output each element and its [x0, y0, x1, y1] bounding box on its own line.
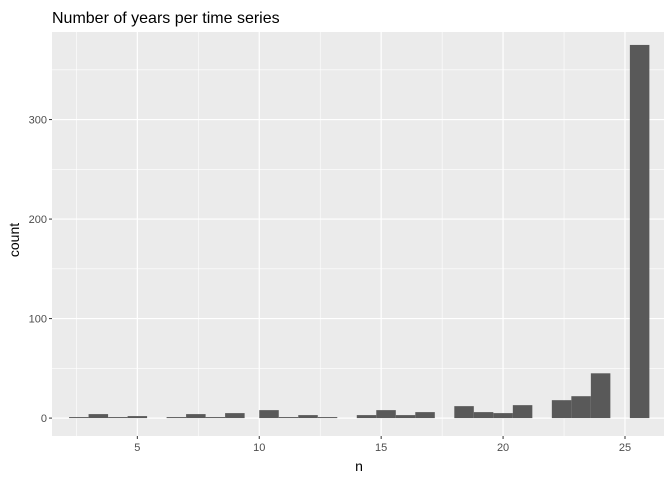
y-axis-title: count — [6, 223, 22, 257]
histogram-bar — [415, 412, 435, 419]
histogram-bar — [317, 417, 338, 419]
histogram-bar — [166, 417, 187, 419]
histogram-bar — [629, 44, 650, 419]
major-gridlines — [52, 32, 664, 436]
x-axis-tick-labels: 5 10 15 20 25 — [134, 442, 631, 454]
x-tick-label: 15 — [375, 442, 387, 454]
axis-ticks — [49, 119, 626, 439]
y-tick-label: 100 — [29, 314, 47, 326]
histogram-bar — [298, 415, 318, 419]
histogram-bar — [278, 417, 299, 419]
histogram-bar — [590, 373, 611, 419]
histogram-bar — [454, 406, 474, 419]
histogram-bar — [88, 414, 109, 419]
x-tick-label: 20 — [497, 442, 509, 454]
histogram-bar — [225, 413, 245, 419]
histogram-bars — [69, 44, 650, 419]
y-axis-tick-labels: 0 100 200 300 — [29, 115, 47, 426]
histogram-bar — [108, 417, 128, 419]
x-axis-title: n — [355, 458, 363, 474]
histogram-bar — [551, 400, 572, 419]
histogram-bar — [356, 415, 377, 419]
y-tick-label: 200 — [29, 214, 47, 226]
histogram-bar — [186, 414, 206, 419]
x-tick-label: 25 — [619, 442, 631, 454]
y-tick-label: 0 — [41, 413, 47, 425]
histogram-bar — [69, 417, 89, 419]
minor-gridlines — [52, 32, 664, 436]
plot-panel — [52, 32, 664, 436]
histogram-bar — [395, 415, 416, 419]
histogram-bar — [259, 410, 279, 419]
histogram-bar — [512, 405, 533, 419]
y-tick-label: 300 — [29, 115, 47, 127]
histogram-bar — [493, 413, 513, 419]
histogram-bar — [473, 412, 494, 419]
histogram-bar — [205, 417, 226, 419]
histogram-bar — [127, 416, 148, 419]
x-tick-label: 5 — [134, 442, 140, 454]
histogram-bar — [376, 410, 396, 419]
x-tick-label: 10 — [253, 442, 265, 454]
chart-title: Number of years per time series — [52, 10, 280, 27]
histogram-bar — [571, 396, 591, 419]
